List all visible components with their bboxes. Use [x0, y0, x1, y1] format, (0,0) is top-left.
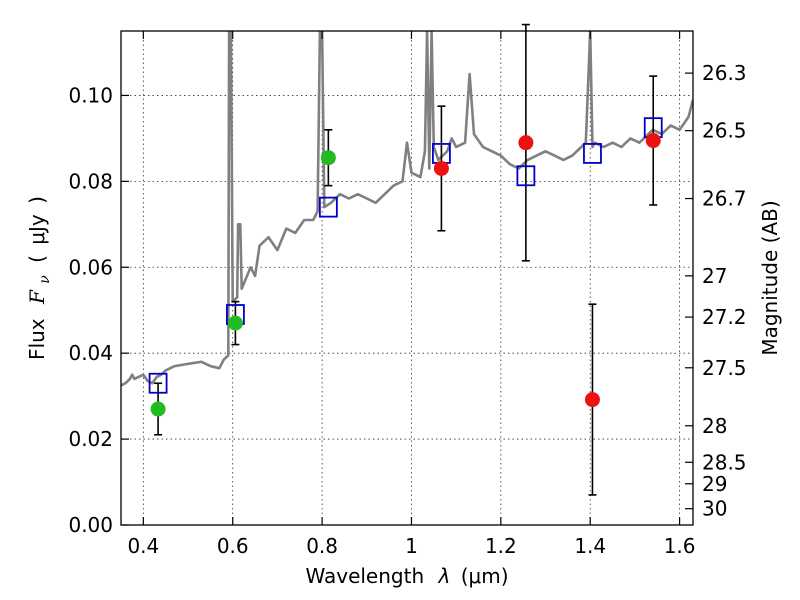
- model-photometry-marker: [583, 143, 602, 164]
- y-tick-label: 0.08: [68, 169, 113, 193]
- x-tick-label: 0.8: [306, 534, 338, 558]
- x-tick-label: 1.2: [485, 534, 517, 558]
- y-axis-label-prefix: Flux: [25, 318, 49, 360]
- y-tick-label: 0.02: [68, 427, 113, 451]
- y2-tick-label: 28: [702, 414, 727, 438]
- model-spectrum: [121, 31, 693, 387]
- y-axis-label: Flux F ν ( μJy ): [25, 196, 54, 360]
- axis-ticks: [121, 31, 693, 526]
- x-axis-label: Wavelength λ (μm): [305, 564, 508, 588]
- x-tick-label: 0.6: [217, 534, 249, 558]
- y2-tick-label: 30: [702, 497, 727, 521]
- x-tick-label: 1.4: [574, 534, 606, 558]
- y2-axis-label: Magnitude (AB): [758, 200, 782, 355]
- y-axis-label-symbol: F: [25, 289, 49, 305]
- observed-flux-marker: [645, 133, 661, 149]
- y-tick-label: 0.04: [68, 341, 113, 365]
- grid: [121, 31, 693, 525]
- x-axis-label-unit: (μm): [461, 564, 509, 588]
- y2-tick-label: 26.3: [702, 61, 747, 85]
- y2-tick-label: 27: [702, 264, 727, 288]
- observed-flux-marker: [433, 160, 449, 176]
- y-axis-label-open-paren: (: [25, 255, 49, 263]
- x-tick-labels: 0.4 0.6 0.8 1 1.2 1.4 1.6: [127, 534, 695, 558]
- y2-tick-label: 27.2: [702, 305, 747, 329]
- observed-flux-marker: [320, 150, 336, 166]
- observed-flux-marker: [227, 315, 243, 331]
- y2-tick-label: 26.7: [702, 187, 747, 211]
- observed-flux-marker: [150, 401, 166, 417]
- x-axis-label-prefix: Wavelength: [305, 564, 424, 588]
- y-axis-label-close-paren: ): [25, 196, 49, 204]
- plot-frame: [120, 30, 694, 526]
- y-tick-label: 0.06: [68, 255, 113, 279]
- data-markers: [148, 117, 663, 417]
- model-photometry-marker: [148, 372, 168, 394]
- observed-flux-marker: [584, 392, 600, 408]
- y-axis-label-unit: μJy: [25, 214, 49, 245]
- observed-flux-marker: [518, 135, 534, 151]
- x-tick-label: 1: [405, 534, 418, 558]
- y2-tick-label: 28.5: [702, 450, 747, 474]
- model-photometry-marker: [318, 196, 338, 218]
- x-axis-label-symbol: λ: [438, 564, 451, 588]
- y2-tick-label: 29: [702, 472, 727, 496]
- x-tick-label: 0.4: [127, 534, 159, 558]
- y-tick-label: 0.10: [68, 83, 113, 107]
- y2-tick-label: 26.5: [702, 119, 747, 143]
- y-axis-label-subscript: ν: [37, 275, 53, 284]
- x-tick-label: 1.6: [664, 534, 696, 558]
- y2-tick-label: 27.5: [702, 356, 747, 380]
- y-tick-label: 0.00: [68, 513, 113, 537]
- y-tick-labels: 0.00 0.02 0.04 0.06 0.08 0.10: [68, 83, 113, 537]
- model-spectrum-line: [121, 31, 693, 387]
- model-photometry-marker: [516, 165, 536, 187]
